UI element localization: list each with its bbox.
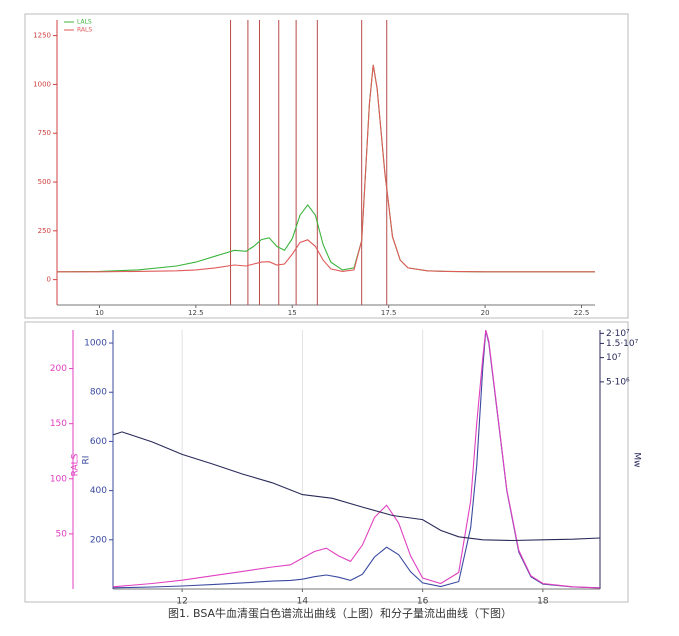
bottom-panel [24, 321, 629, 603]
y-tick-label: 5·10⁶ [606, 377, 630, 387]
x-tick-label: 10 [95, 309, 104, 317]
mw-axis-title: Mw [632, 452, 642, 467]
y-tick-label: 750 [38, 129, 51, 137]
y-tick-label: 400 [90, 486, 107, 496]
x-tick-label: 16 [417, 597, 429, 607]
series-line [112, 329, 601, 589]
y-tick-label: 250 [38, 227, 51, 235]
y-tick-label: 0 [47, 276, 51, 284]
y-tick-label: 50 [56, 529, 68, 539]
rals-axis-title: RALS [71, 453, 81, 476]
ri-axis-title: RI [82, 456, 92, 465]
y-tick-label: 1.5·10⁷ [606, 339, 639, 349]
x-tick-label: 18 [537, 597, 549, 607]
x-tick-label: 17.5 [381, 309, 397, 317]
x-tick-label: 22.5 [574, 309, 590, 317]
y-tick-label: 100 [50, 474, 67, 484]
x-tick-label: 15 [288, 309, 297, 317]
y-tick-label: 500 [38, 178, 51, 186]
y-tick-label: 800 [90, 388, 107, 398]
x-tick-label: 12 [176, 597, 187, 607]
top-panel [24, 13, 629, 319]
series-line [112, 431, 601, 542]
y-tick-label: 1000 [84, 339, 107, 349]
y-tick-label: 150 [50, 419, 67, 429]
x-tick-label: 20 [481, 309, 490, 317]
y-tick-label: 1250 [33, 32, 51, 40]
legend-label: LALS [77, 19, 92, 26]
y-tick-label: 10⁷ [606, 353, 621, 363]
x-tick-label: 12.5 [188, 309, 204, 317]
y-tick-label: 1000 [33, 80, 51, 88]
y-tick-label: 200 [90, 535, 107, 545]
x-tick-label: 14 [297, 597, 309, 607]
series-line [57, 64, 595, 273]
y-tick-label: 200 [50, 364, 67, 374]
caption: 图1. BSA牛血清蛋白色谱流出曲线（上图）和分子量流出曲线（下图） [168, 606, 512, 620]
y-tick-label: 600 [90, 437, 107, 447]
legend-label: RALS [77, 27, 92, 34]
y-tick-label: 2·10⁷ [606, 329, 630, 339]
